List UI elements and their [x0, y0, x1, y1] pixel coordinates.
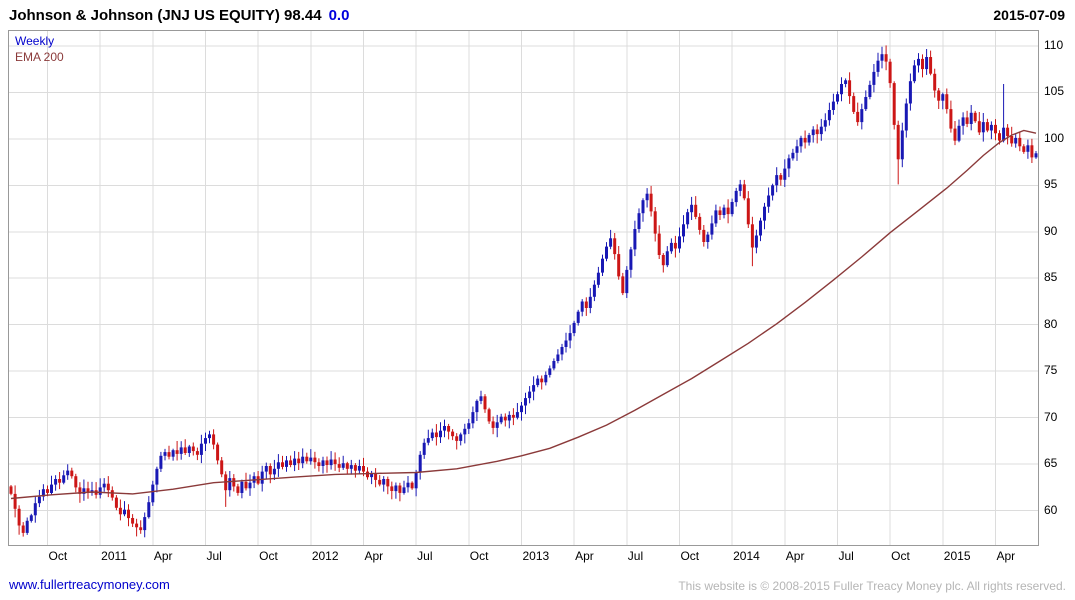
x-axis-label: Jul [206, 549, 222, 563]
x-axis-label: 2012 [311, 549, 339, 563]
chart-canvas [9, 31, 1038, 545]
x-axis-label: Apr [364, 549, 384, 563]
x-axis-label: Jul [627, 549, 644, 563]
y-axis-label: 95 [1044, 177, 1058, 192]
copyright-text: This website is © 2008-2015 Fuller Treac… [678, 579, 1066, 593]
x-axis-label: Oct [48, 549, 68, 563]
x-axis-label: Oct [259, 549, 278, 563]
y-axis-label: 110 [1044, 37, 1064, 52]
x-axis-label: 2014 [733, 549, 760, 563]
x-axis-label: Oct [680, 549, 700, 563]
footer-link[interactable]: www.fullertreacymoney.com [9, 577, 170, 592]
x-axis-label: Apr [996, 549, 1016, 563]
x-axis-label: Oct [469, 549, 489, 563]
x-axis-label: 2015 [943, 549, 971, 563]
y-axis-label: 60 [1044, 502, 1058, 517]
y-axis-label: 105 [1044, 84, 1065, 99]
legend-weekly: Weekly [15, 34, 55, 48]
chart-title-text: Johnson & Johnson (JNJ US EQUITY) 98.44 [9, 7, 322, 24]
x-axis: Oct 2011 Apr Jul Oct 2012 Apr Jul Oct 2013 Apr Jul O… [0, 549, 1075, 564]
x-axis-label: Apr [785, 549, 805, 563]
y-axis-label: 90 [1044, 223, 1058, 238]
price-change: 0.0 [328, 7, 350, 24]
x-axis-label: Jul [838, 549, 854, 563]
x-axis-label: Jul [417, 549, 433, 563]
x-axis-label: Oct [891, 549, 910, 563]
y-axis-label: 85 [1044, 270, 1058, 285]
x-axis-label: 2013 [522, 549, 550, 563]
y-axis-label: 80 [1044, 316, 1058, 331]
chart-title: Johnson & Johnson (JNJ US EQUITY) 98.44 0… [9, 7, 349, 24]
x-axis-label: 2011 [101, 549, 127, 563]
x-axis-label: Apr [153, 549, 173, 563]
chart-legend: Weekly EMA 200 [15, 33, 64, 65]
legend-ema-200: EMA 200 [15, 50, 64, 64]
y-axis-label: 70 [1044, 409, 1058, 424]
x-axis-label: Apr [575, 549, 594, 563]
candlestick-chart: Weekly EMA 200 [8, 30, 1039, 546]
chart-date: 2015-07-09 [993, 7, 1065, 23]
y-axis: 60 65 70 75 80 85 90 95 100 105 110 [1044, 0, 1074, 600]
y-axis-label: 75 [1044, 363, 1058, 378]
y-axis-label: 65 [1044, 456, 1058, 471]
y-axis-label: 100 [1044, 130, 1065, 145]
